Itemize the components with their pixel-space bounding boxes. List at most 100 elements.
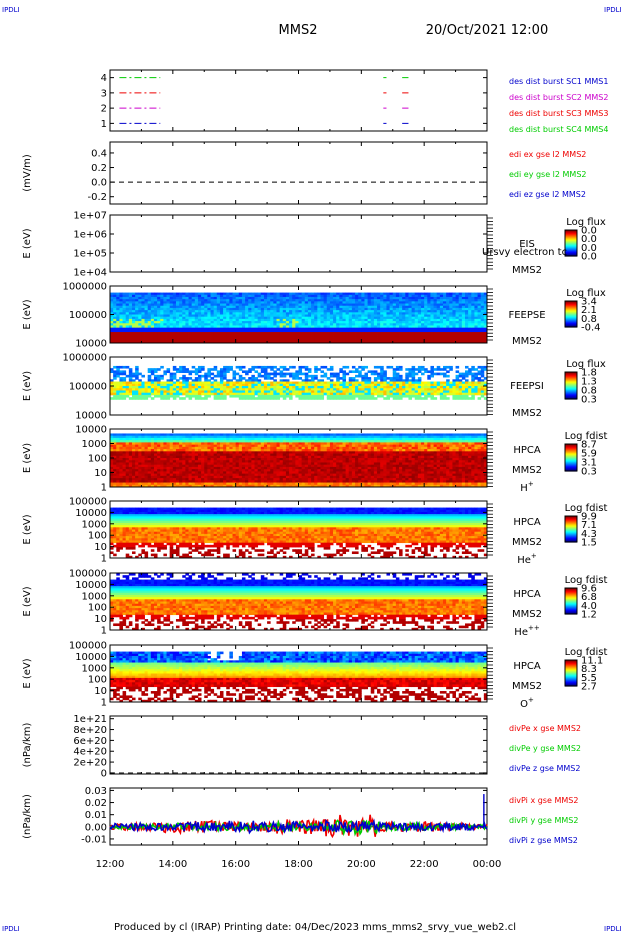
heatmap-cell [430, 397, 434, 400]
heatmap-cell [383, 393, 387, 396]
heatmap-cell [267, 377, 271, 380]
legend-entry: edi ex gse l2 MMS2 [509, 150, 586, 159]
panel-feepsi: 100000010000010000E (eV)Log flux1.81.30.… [22, 353, 606, 422]
heatmap-cell [148, 370, 152, 373]
heatmap-cell [280, 366, 284, 369]
heatmap-cell [245, 397, 249, 400]
y-tick-label: 1000000 [62, 353, 107, 364]
heatmap-cell [286, 373, 290, 376]
heatmap-cell [437, 393, 441, 396]
heatmap-cell [314, 377, 318, 380]
heatmap-cell [113, 377, 117, 380]
heatmap-cell [374, 393, 378, 396]
heatmap-cell [415, 397, 419, 400]
heatmap-cell [283, 397, 287, 400]
heatmap-cell [314, 397, 318, 400]
heatmap-cell [148, 395, 152, 398]
heatmap-cell [468, 393, 472, 396]
heatmap-cell [418, 397, 422, 400]
heatmap-cell [349, 397, 353, 400]
heatmap-cell [251, 368, 255, 371]
heatmap-cell [399, 397, 403, 400]
panel-hpca-h: 100001000100101E (eV)Log fdist8.75.93.10… [22, 425, 607, 495]
heatmap-cell [415, 368, 419, 371]
heatmap-cell [358, 375, 362, 378]
heatmap-cell [255, 397, 259, 400]
heatmap-cell [427, 377, 431, 380]
heatmap-cell [132, 375, 136, 378]
heatmap-cell [440, 373, 444, 376]
heatmap-cell [201, 397, 205, 400]
heatmap-cell [176, 395, 180, 398]
heatmap-cell [255, 393, 259, 396]
heatmap-cell [311, 397, 315, 400]
heatmap-cell [430, 375, 434, 378]
legend-entry: des dist burst SC3 MMS3 [509, 109, 608, 118]
heatmap-cell [434, 368, 438, 371]
heatmap-cell [330, 375, 334, 378]
heatmap-cell [456, 397, 460, 400]
heatmap-cell [421, 368, 425, 371]
heatmap-cell [446, 397, 450, 400]
heatmap-cell [415, 373, 419, 376]
heatmap-cell [352, 397, 356, 400]
heatmap-cell [157, 395, 161, 398]
heatmap-cell [371, 397, 375, 400]
heatmap-cell [145, 397, 149, 400]
y-tick-label: 1000000 [62, 282, 107, 293]
heatmap-cell [163, 397, 167, 400]
heatmap-cell [299, 397, 303, 400]
heatmap-cell [163, 373, 167, 376]
heatmap-cell [110, 393, 114, 396]
y-tick-label: 0.2 [91, 163, 107, 174]
heatmap-cell [437, 373, 441, 376]
heatmap-cell [302, 373, 306, 376]
heatmap-cell [377, 377, 381, 380]
heatmap-cell [170, 395, 174, 398]
y-tick-label: 10000 [75, 339, 107, 350]
heatmap-cell [421, 373, 425, 376]
heatmap-cell [478, 366, 482, 369]
heatmap-cell [242, 377, 246, 380]
overlay-text: Ursvy electron tc [482, 247, 567, 258]
heatmap-cell [481, 395, 485, 398]
heatmap-cell [292, 377, 296, 380]
heatmap-cell [336, 397, 340, 400]
heatmap-cell [273, 397, 277, 400]
panel-feepse: 100000010000010000E (eV)Log flux3.42.10.… [22, 282, 606, 350]
heatmap-cell [236, 366, 240, 369]
heatmap-cell [424, 397, 428, 400]
heatmap-cell [176, 370, 180, 373]
heatmap-cell [346, 397, 350, 400]
heatmap-cell [236, 373, 240, 376]
heatmap-cell [198, 397, 202, 400]
heatmap-cell [251, 397, 255, 400]
heatmap-cell [273, 366, 277, 369]
figure-title: MMS2 [279, 23, 318, 38]
y-tick-label: 4 [101, 73, 107, 84]
heatmap-cell [434, 393, 438, 396]
heatmap-cell [352, 366, 356, 369]
y-tick-label: 100000 [69, 382, 107, 393]
heatmap-cell [242, 366, 246, 369]
heatmap-cell [135, 397, 139, 400]
heatmap-cell [248, 370, 252, 373]
heatmap-cell [320, 366, 324, 369]
heatmap-cell [446, 370, 450, 373]
footer-text: Produced by cl (IRAP) Printing date: 04/… [114, 922, 516, 933]
heatmap-cell [277, 397, 281, 400]
heatmap-cell [317, 368, 321, 371]
heatmap-cell [211, 373, 215, 376]
heatmap-cell [346, 373, 350, 376]
heatmap-cell [123, 366, 127, 369]
heatmap-cell [201, 375, 205, 378]
heatmap-cell [408, 375, 412, 378]
heatmap-cell [223, 397, 227, 400]
heatmap-cell [173, 377, 177, 380]
heatmap-cell [214, 368, 218, 371]
heatmap-cell [327, 397, 331, 400]
heatmap-cell [167, 397, 171, 400]
heatmap-cell [229, 368, 233, 371]
heatmap-cell [289, 397, 293, 400]
heatmap-cell [185, 370, 189, 373]
